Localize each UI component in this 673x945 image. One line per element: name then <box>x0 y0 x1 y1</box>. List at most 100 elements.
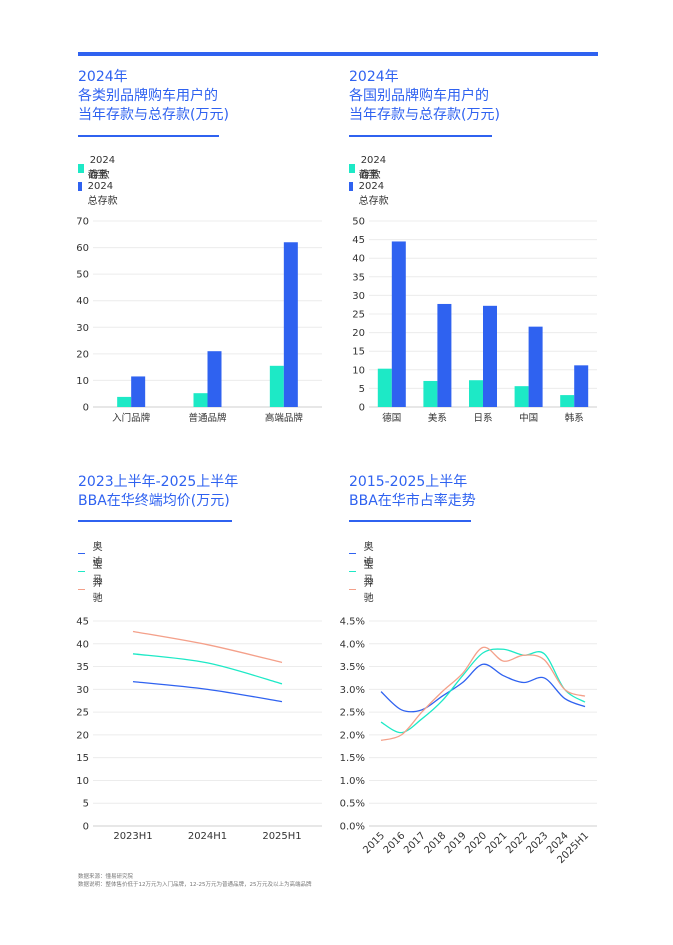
legend-label: 2024存款 <box>89 155 116 181</box>
x-tick-label: 2018 <box>423 830 449 856</box>
y-tick-label: 20 <box>76 349 89 360</box>
bar <box>483 305 497 407</box>
chart-title: 2024年 各类别品牌购车用户的 当年存款与总存款(万元) <box>78 69 229 123</box>
y-tick-label: 20 <box>352 328 365 339</box>
legend-item: 奥迪 <box>349 542 377 568</box>
bar <box>574 365 589 407</box>
x-tick-label: 韩系 <box>565 412 584 424</box>
y-tick-label: 10 <box>76 776 89 787</box>
legend-item: 2024存款 <box>349 155 389 181</box>
chart-title: 2024年 各国别品牌购车用户的 当年存款与总存款(万元) <box>349 69 500 123</box>
y-tick-label: 0.5% <box>340 799 365 810</box>
legend-swatch <box>349 570 356 572</box>
x-tick-label: 2023H1 <box>113 831 152 842</box>
y-tick-label: 4.5% <box>340 617 365 628</box>
bar <box>269 365 284 407</box>
y-tick-label: 0.0% <box>340 822 365 833</box>
legend-item: 截至2024总存款 <box>349 170 389 207</box>
x-tick-label: 高端品牌 <box>265 412 304 424</box>
chart-title: 2015-2025上半年 BBA在华市占率走势 <box>349 474 476 509</box>
x-tick-label: 德国 <box>382 412 401 424</box>
y-tick-label: 2.5% <box>340 708 365 719</box>
y-tick-label: 1.5% <box>340 753 365 764</box>
y-tick-label: 30 <box>352 291 365 302</box>
legend-swatch <box>349 163 355 173</box>
y-tick-label: 0 <box>83 822 89 833</box>
chart-legend: 2024存款 截至2024总存款 <box>349 155 389 207</box>
legend-swatch <box>349 552 356 554</box>
y-tick-label: 35 <box>352 272 365 283</box>
bar <box>117 396 132 407</box>
bar <box>377 368 392 407</box>
x-tick-label: 2023 <box>525 830 551 856</box>
series-line <box>132 630 283 664</box>
x-tick-label: 2017 <box>402 830 428 856</box>
series-line <box>380 648 586 734</box>
legend-item: 宝马 <box>349 560 377 586</box>
chart-legend: 奥迪 宝马 奔驰 <box>78 542 106 604</box>
bar <box>207 351 222 407</box>
x-tick-label: 美系 <box>428 412 447 424</box>
y-tick-label: 50 <box>76 270 89 281</box>
y-tick-label: 70 <box>76 217 89 228</box>
y-tick-label: 25 <box>352 310 365 321</box>
y-tick-label: 50 <box>352 217 365 228</box>
legend-label: 奥迪 <box>92 542 103 568</box>
bar <box>528 326 543 407</box>
legend-item: 奥迪 <box>78 542 106 568</box>
y-tick-label: 1.0% <box>340 776 365 787</box>
x-tick-label: 入门品牌 <box>112 412 151 424</box>
legend-swatch <box>349 181 353 191</box>
legend-label: 宝马 <box>363 560 374 586</box>
x-tick-label: 2025H1 <box>262 831 301 842</box>
chart-legend: 2024存款 截至2024总存款 <box>78 155 118 207</box>
y-tick-label: 45 <box>76 617 89 628</box>
title-underline <box>349 135 492 137</box>
x-tick-label: 2020 <box>463 830 489 856</box>
y-tick-label: 3.0% <box>340 685 365 696</box>
legend-swatch <box>78 588 85 590</box>
legend-swatch <box>78 552 85 554</box>
x-tick-label: 2022 <box>504 830 530 856</box>
y-tick-label: 30 <box>76 323 89 334</box>
chart-legend: 奥迪 宝马 奔驰 <box>349 542 377 604</box>
x-tick-label: 2024H1 <box>188 831 227 842</box>
legend-item: 截至2024总存款 <box>78 170 118 207</box>
y-tick-label: 40 <box>352 254 365 265</box>
x-tick-label: 普通品牌 <box>188 412 227 424</box>
legend-label: 奥迪 <box>363 542 374 568</box>
bar <box>423 380 438 407</box>
title-underline <box>349 520 471 522</box>
legend-item: 宝马 <box>78 560 106 586</box>
bar <box>391 241 406 407</box>
y-tick-label: 3.5% <box>340 662 365 673</box>
legend-item: 奔驰 <box>349 578 377 604</box>
x-tick-label: 2016 <box>382 830 408 856</box>
legend-item: 奔驰 <box>78 578 106 604</box>
y-tick-label: 10 <box>76 376 89 387</box>
footer: 数据来源：懂易研究院 数据说明：整体售价低于12万元为入门品牌，12-25万元为… <box>78 873 311 889</box>
y-tick-label: 0 <box>83 403 89 414</box>
y-tick-label: 30 <box>76 685 89 696</box>
y-tick-label: 15 <box>76 753 89 764</box>
legend-swatch <box>78 163 84 173</box>
legend-label: 奔驰 <box>363 578 374 604</box>
y-tick-label: 45 <box>352 235 365 246</box>
legend-label: 截至2024总存款 <box>358 169 389 207</box>
footer-source: 数据来源：懂易研究院 <box>78 874 134 880</box>
top-accent-bar <box>78 52 598 56</box>
y-tick-label: 60 <box>76 243 89 254</box>
y-tick-label: 15 <box>352 347 365 358</box>
y-tick-label: 10 <box>352 365 365 376</box>
legend-swatch <box>78 181 82 191</box>
chart-title: 2023上半年-2025上半年 BBA在华终端均价(万元) <box>78 474 239 509</box>
bar <box>283 242 298 407</box>
y-tick-label: 5 <box>83 799 89 810</box>
x-tick-label: 2021 <box>484 830 510 856</box>
y-tick-label: 35 <box>76 662 89 673</box>
footer-note: 数据说明：整体售价低于12万元为入门品牌，12-25万元为普通品牌，25万元及以… <box>78 882 312 888</box>
y-tick-label: 40 <box>76 639 89 650</box>
bar <box>560 395 575 407</box>
